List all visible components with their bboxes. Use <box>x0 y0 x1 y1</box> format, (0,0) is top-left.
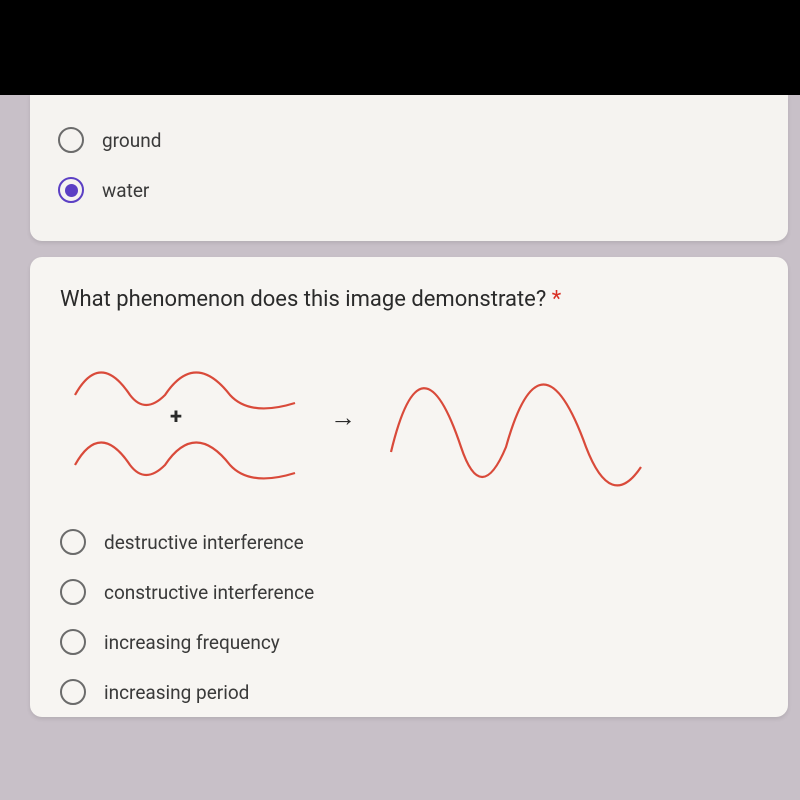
wave-diagram: + → <box>60 347 758 487</box>
wave-bottom-small <box>70 425 300 480</box>
radio-button-ground[interactable] <box>58 127 84 153</box>
option-row-constructive[interactable]: constructive interference <box>60 567 758 617</box>
radio-inner-water <box>65 184 78 197</box>
wave-result-large <box>386 347 646 487</box>
radio-button-destructive[interactable] <box>60 529 86 555</box>
radio-button-period[interactable] <box>60 679 86 705</box>
question-card: What phenomenon does this image demonstr… <box>30 257 788 717</box>
previous-question-card: ground water <box>30 95 788 241</box>
arrow-icon: → <box>330 402 356 433</box>
option-row-period[interactable]: increasing period <box>60 667 758 717</box>
option-label-destructive: destructive interference <box>104 531 304 554</box>
question-text: What phenomenon does this image demonstr… <box>60 287 758 312</box>
plus-icon: + <box>170 405 182 430</box>
question-body: What phenomenon does this image demonstr… <box>60 287 546 312</box>
radio-button-frequency[interactable] <box>60 629 86 655</box>
content-wrapper: ground water What phenomenon does this i… <box>0 95 800 717</box>
required-asterisk: * <box>552 287 561 312</box>
option-row-ground[interactable]: ground <box>58 115 760 165</box>
option-label-constructive: constructive interference <box>104 581 314 604</box>
wave-group-left: + <box>70 355 300 480</box>
options-section: destructive interference constructive in… <box>60 517 758 717</box>
option-row-water[interactable]: water <box>58 165 760 215</box>
wave-top-small <box>70 355 300 410</box>
radio-button-water[interactable] <box>58 177 84 203</box>
option-label-ground: ground <box>102 129 161 152</box>
radio-button-constructive[interactable] <box>60 579 86 605</box>
option-label-water: water <box>102 179 149 202</box>
option-label-period: increasing period <box>104 681 249 704</box>
top-black-bar <box>0 0 800 95</box>
option-row-destructive[interactable]: destructive interference <box>60 517 758 567</box>
option-label-frequency: increasing frequency <box>104 631 280 654</box>
option-row-frequency[interactable]: increasing frequency <box>60 617 758 667</box>
